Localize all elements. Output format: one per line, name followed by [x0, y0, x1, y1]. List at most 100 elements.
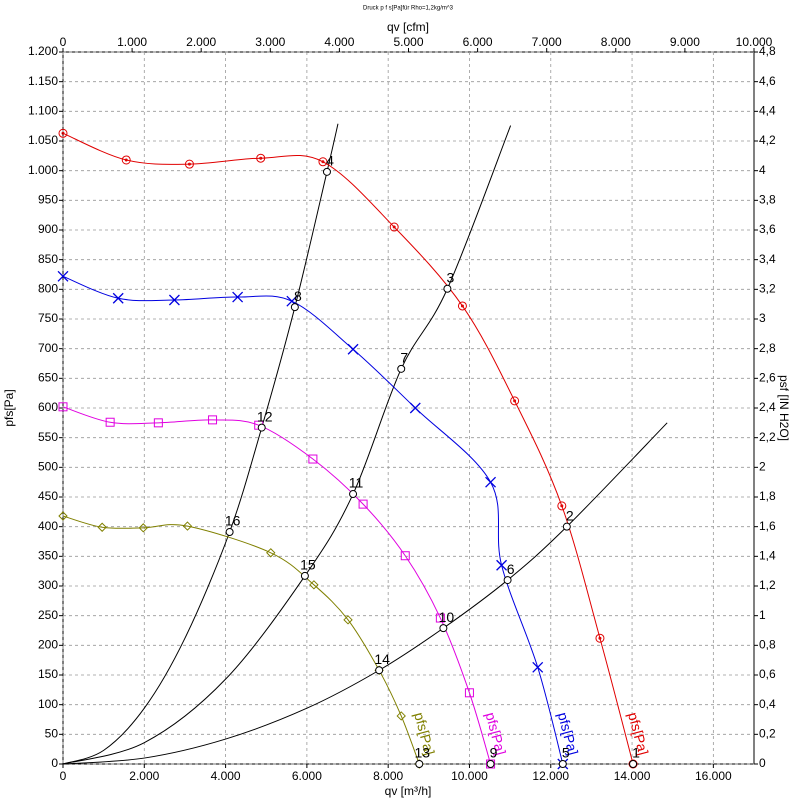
operating-point [443, 284, 452, 293]
x-axis-label: qv [m³/h] [385, 784, 432, 798]
marker [256, 153, 266, 163]
y-tick-label: 50 [45, 727, 59, 741]
operating-point [349, 490, 358, 499]
x-tick-label: 14.000 [614, 769, 651, 783]
y2-tick-label: 3,2 [759, 282, 776, 296]
x2-tick-label: 9.000 [670, 35, 700, 49]
marker-dot [187, 162, 191, 166]
chart-title: Druck p f s[Pa]für Rho=1,2kg/m^3 [363, 6, 454, 12]
marker-dot [460, 304, 464, 308]
y-axis-label: pfs[Pa] [2, 389, 16, 426]
operating-point-label: 15 [300, 557, 316, 573]
y2-tick-label: 4,6 [759, 74, 776, 88]
x2-tick-label: 4.000 [324, 35, 354, 49]
marker-dot [321, 160, 325, 164]
y-tick-label: 1.050 [28, 133, 58, 147]
operating-point [300, 571, 309, 580]
x-tick-label: 6.000 [292, 769, 322, 783]
y-tick-label: 700 [38, 341, 58, 355]
operating-point [415, 760, 424, 768]
y-tick-label: 250 [38, 608, 58, 622]
y-tick-label: 300 [38, 578, 58, 592]
y-tick-label: 500 [38, 460, 58, 474]
operating-point-label: 3 [447, 269, 455, 285]
system-curve [62, 125, 512, 765]
y2-tick-label: 1 [759, 608, 766, 622]
operating-point [375, 666, 384, 675]
marker-dot [124, 158, 128, 162]
fan-curve [62, 132, 634, 765]
x-tick-label: 12.000 [532, 769, 569, 783]
marker [308, 454, 318, 464]
operating-point [558, 760, 567, 768]
operating-point [322, 167, 331, 176]
y2-tick-label: 4,2 [759, 133, 776, 147]
marker [400, 551, 410, 561]
marker [347, 343, 359, 355]
marker [557, 501, 567, 511]
marker [168, 294, 180, 306]
y-tick-label: 950 [38, 193, 58, 207]
operating-point-label: 10 [439, 609, 455, 625]
operating-point-label: 4 [326, 153, 334, 169]
y2-tick-label: 3,4 [759, 252, 776, 266]
marker [496, 559, 508, 571]
y2-tick-label: 3,6 [759, 222, 776, 236]
marker [595, 633, 605, 643]
marker [105, 417, 115, 427]
x2-tick-label: 6.000 [463, 35, 493, 49]
operating-point-label: 16 [225, 513, 241, 529]
operating-point [439, 624, 448, 633]
operating-point-label: 8 [294, 288, 302, 304]
marker [153, 418, 163, 428]
y2-axis-label: psf [IN H2O] [777, 375, 791, 441]
operating-point-label: 11 [349, 475, 364, 491]
y-tick-label: 750 [38, 311, 58, 325]
marker [208, 415, 218, 425]
y2-tick-label: 1,4 [759, 549, 776, 563]
y-tick-label: 200 [38, 638, 58, 652]
operating-point [503, 576, 512, 585]
y-tick-label: 1.200 [28, 44, 58, 58]
operating-point-label: 5 [562, 745, 570, 761]
x-tick-label: 4.000 [211, 769, 241, 783]
marker [389, 222, 399, 232]
x2-tick-label: 0 [60, 35, 67, 49]
x2-tick-label: 8.000 [601, 35, 631, 49]
marker [435, 613, 445, 623]
y2-tick-label: 3,8 [759, 193, 776, 207]
y-tick-label: 550 [38, 430, 58, 444]
y-tick-label: 1.150 [28, 74, 58, 88]
x2-tick-label: 5.000 [393, 35, 423, 49]
marker [58, 128, 68, 138]
marker [232, 291, 244, 303]
y-tick-label: 150 [38, 667, 58, 681]
operating-point-label: 14 [374, 651, 390, 667]
x2-tick-label: 7.000 [532, 35, 562, 49]
y2-tick-label: 0,8 [759, 638, 776, 652]
x2-tick-label: 10.000 [736, 35, 773, 49]
y-tick-label: 600 [38, 400, 58, 414]
y2-tick-label: 4,8 [759, 44, 776, 58]
y2-tick-label: 4,4 [759, 104, 776, 118]
marker [266, 548, 276, 558]
marker-dot [61, 131, 65, 135]
marker [396, 711, 406, 721]
marker [121, 155, 131, 165]
x2-tick-label: 1.000 [117, 35, 147, 49]
marker [464, 688, 474, 698]
operating-point-label: 13 [414, 745, 430, 761]
y-tick-label: 400 [38, 519, 58, 533]
operating-point [397, 364, 406, 373]
marker [182, 521, 193, 531]
x-tick-label: 0 [60, 769, 67, 783]
y2-tick-label: 2,6 [759, 371, 776, 385]
operating-point [562, 522, 571, 531]
y-tick-label: 450 [38, 489, 58, 503]
x2-axis-label: qv [cfm] [387, 20, 429, 34]
marker-dot [259, 156, 263, 160]
y-tick-label: 100 [38, 697, 58, 711]
fan-curve [62, 275, 564, 765]
y2-tick-label: 0,2 [759, 727, 776, 741]
y2-tick-label: 4 [759, 163, 766, 177]
